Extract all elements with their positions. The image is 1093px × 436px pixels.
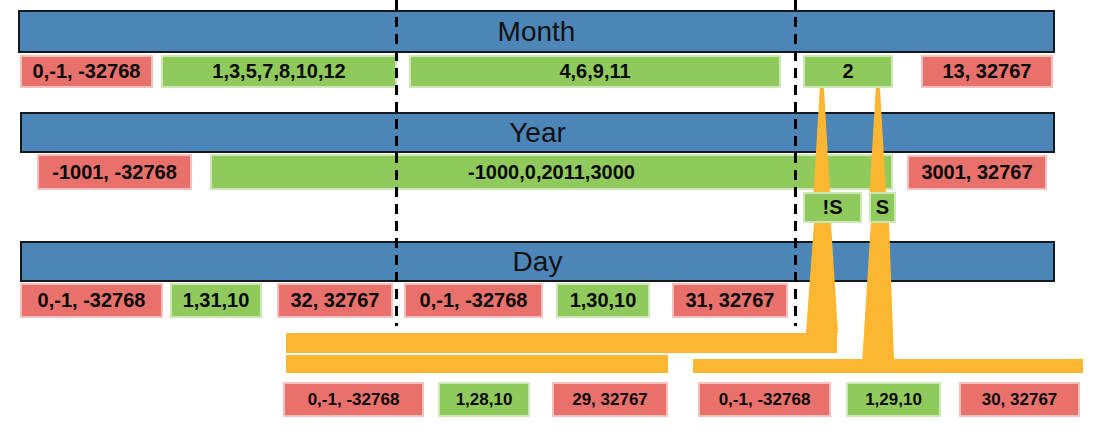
day-bar: Day [20,241,1055,282]
feb-nonleap-invalid-high: 29, 32767 [552,382,668,417]
month-class-31day-months: 1,3,5,7,8,10,12 [161,55,397,88]
month-bar: Month [18,10,1055,53]
year-class-valid-range: -1000,0,2011,3000 [210,154,893,190]
day31-class-invalid-high: 32, 32767 [277,283,393,318]
year-class-invalid-low: -1001, -32768 [37,154,192,190]
month-title: Month [498,16,576,48]
connector-notleap-down-icon [806,223,838,333]
feb-nonleap-invalid-low: 0,-1, -32768 [283,382,424,417]
feb-leap-range-bar [693,359,1083,373]
feb-nonleap-valid: 1,28,10 [438,382,530,417]
day30-class-invalid-high: 31, 32767 [672,283,788,318]
month-class-30day-months: 4,6,9,11 [409,55,781,88]
day31-class-valid: 1,31,10 [170,283,262,318]
equivalence-partition-diagram: Month 0,-1, -32768 1,3,5,7,8,10,12 4,6,9… [0,0,1093,436]
month-class-invalid-high: 13, 32767 [921,55,1053,88]
feb-leap-valid: 1,29,10 [846,382,941,417]
feb-nonleap-range-bar [286,355,668,373]
year-bar: Year [20,112,1055,153]
leap-flag-leap: S [869,192,896,223]
month-class-february: 2 [803,55,893,88]
year-title: Year [509,117,566,149]
leap-flag-not-leap: !S [803,192,862,223]
feb-leap-invalid-low: 0,-1, -32768 [698,382,831,417]
day-title: Day [513,246,563,278]
month-class-invalid-low: 0,-1, -32768 [20,55,153,88]
year-class-invalid-high: 3001, 32767 [907,155,1047,190]
partition-divider-right [794,0,797,326]
connector-duct-nonleap [286,333,837,353]
partition-divider-left [395,0,398,326]
day30-class-valid: 1,30,10 [556,283,650,318]
day31-class-invalid-low: 0,-1, -32768 [20,283,163,318]
feb-leap-invalid-high: 30, 32767 [959,382,1080,417]
day30-class-invalid-low: 0,-1, -32768 [404,283,543,318]
